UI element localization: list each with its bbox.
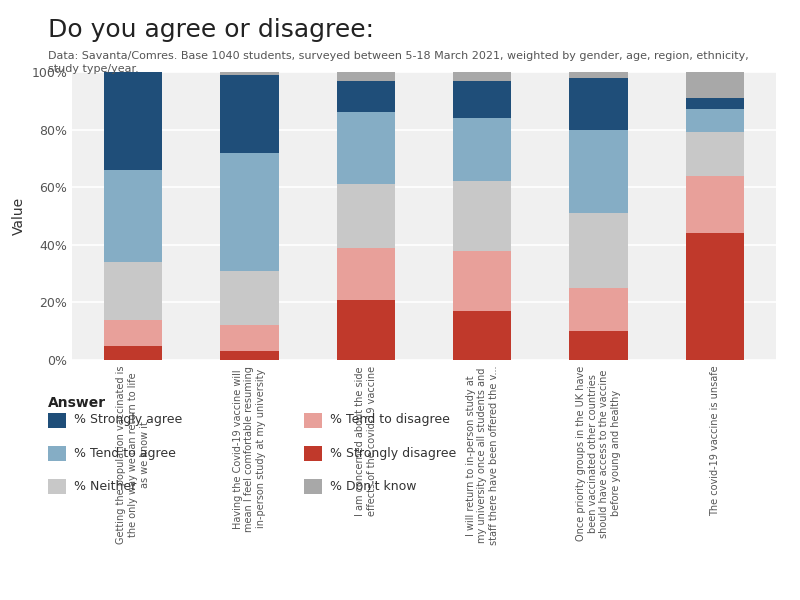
Text: % Neither: % Neither xyxy=(74,479,136,493)
Bar xyxy=(686,109,744,133)
Text: Having the Covid-19 vaccine will
mean I feel comfortable resuming
in-person stud: Having the Covid-19 vaccine will mean I … xyxy=(233,366,266,532)
Bar xyxy=(570,288,628,331)
Bar xyxy=(104,72,162,170)
Text: Once priority groups in the UK have
been vaccinated other countries
should have : Once priority groups in the UK have been… xyxy=(576,366,621,541)
Bar xyxy=(453,251,511,311)
Bar xyxy=(337,80,395,112)
Bar xyxy=(570,72,628,78)
Text: I am concerned about the side
effects of the covid-19 vaccine: I am concerned about the side effects of… xyxy=(355,366,377,516)
Bar xyxy=(337,112,395,184)
Text: % Don't know: % Don't know xyxy=(330,479,416,493)
Bar xyxy=(337,299,395,360)
Bar xyxy=(453,311,511,360)
Bar xyxy=(570,213,628,288)
Bar xyxy=(570,331,628,360)
Bar xyxy=(104,170,162,262)
Text: I will return to in-person study at
my university once all students and
staff th: I will return to in-person study at my u… xyxy=(466,366,498,545)
Bar xyxy=(686,233,744,360)
Bar xyxy=(453,181,511,251)
Bar xyxy=(570,78,628,130)
Bar xyxy=(104,262,162,320)
Bar xyxy=(686,98,744,109)
Text: The covid-19 vaccine is unsafe: The covid-19 vaccine is unsafe xyxy=(710,366,720,517)
Bar xyxy=(337,184,395,248)
Text: % Strongly disagree: % Strongly disagree xyxy=(330,446,456,460)
Y-axis label: Value: Value xyxy=(12,197,26,235)
Bar xyxy=(104,346,162,360)
Text: % Strongly agree: % Strongly agree xyxy=(74,413,182,427)
Bar xyxy=(104,320,162,346)
Bar xyxy=(453,72,511,80)
Bar xyxy=(686,133,744,176)
Bar xyxy=(570,130,628,213)
Bar xyxy=(453,80,511,118)
Bar xyxy=(220,325,278,352)
Text: % Tend to agree: % Tend to agree xyxy=(74,446,175,460)
Bar xyxy=(686,176,744,233)
Bar xyxy=(220,72,278,75)
Bar xyxy=(220,75,278,152)
Text: Getting the population vaccinated is
the only way we can return to life
as we kn: Getting the population vaccinated is the… xyxy=(117,366,150,544)
Bar xyxy=(337,72,395,80)
Text: Do you agree or disagree:: Do you agree or disagree: xyxy=(48,18,374,42)
Bar xyxy=(337,248,395,299)
Bar xyxy=(220,271,278,325)
Text: Data: Savanta/Comres. Base 1040 students, surveyed between 5-18 March 2021, weig: Data: Savanta/Comres. Base 1040 students… xyxy=(48,51,749,74)
Bar xyxy=(220,352,278,360)
Text: % Tend to disagree: % Tend to disagree xyxy=(330,413,450,427)
Text: Answer: Answer xyxy=(48,396,106,410)
Bar xyxy=(686,72,744,98)
Bar xyxy=(220,152,278,271)
Bar xyxy=(453,118,511,181)
